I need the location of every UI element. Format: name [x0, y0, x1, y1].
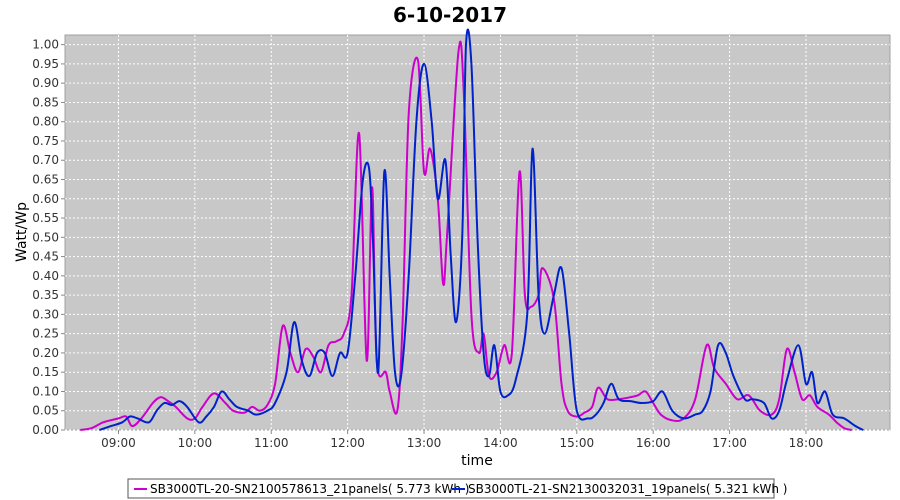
- x-axis-label: time: [461, 453, 493, 469]
- y-axis-label: Watt/Wp: [14, 202, 30, 262]
- y-tick-label: 0.15: [32, 365, 59, 379]
- y-tick-label: 0.80: [32, 115, 59, 129]
- x-tick-label: 09:00: [101, 436, 136, 450]
- y-tick-label: 0.05: [32, 404, 59, 418]
- y-tick-label: 0.40: [32, 269, 59, 283]
- x-tick-label: 14:00: [483, 436, 518, 450]
- y-tick-label: 0.75: [32, 134, 59, 148]
- y-tick-label: 0.35: [32, 288, 59, 302]
- y-tick-label: 0.70: [32, 153, 59, 167]
- y-tick-label: 0.30: [32, 307, 59, 321]
- y-tick-label: 0.45: [32, 250, 59, 264]
- y-tick-label: 0.60: [32, 192, 59, 206]
- y-tick-label: 0.95: [32, 57, 59, 71]
- x-tick-label: 16:00: [636, 436, 671, 450]
- x-tick-label: 17:00: [712, 436, 747, 450]
- x-tick-label: 15:00: [560, 436, 595, 450]
- x-axis: 09:00 10:00 11:00 12:00 13:00 14:00 15:00 16:00…: [101, 430, 823, 450]
- legend-label-series-2: SB3000TL-21-SN2130032031_19panels( 5.321…: [468, 482, 787, 496]
- legend-box: [127, 478, 775, 499]
- x-tick-label: 18:00: [789, 436, 824, 450]
- x-tick-label: 13:00: [407, 436, 442, 450]
- y-axis: 0.00 0.05 0.10 0.15 0.20 0.25 0.30 0.35 0.40 0.45…: [32, 38, 65, 437]
- y-tick-label: 0.25: [32, 327, 59, 341]
- y-tick-label: 1.00: [32, 38, 59, 52]
- y-tick-label: 0.00: [32, 423, 59, 437]
- legend: SB3000TL-20-SN2100578613_21panels( 5.773…: [127, 478, 787, 499]
- y-tick-label: 0.10: [32, 384, 59, 398]
- y-tick-label: 0.90: [32, 76, 59, 90]
- x-tick-label: 10:00: [178, 436, 213, 450]
- x-tick-label: 12:00: [330, 436, 365, 450]
- y-tick-label: 0.85: [32, 95, 59, 109]
- grid: [65, 35, 890, 431]
- y-tick-label: 0.50: [32, 230, 59, 244]
- series-layer: [80, 28, 864, 431]
- y-tick-label: 0.55: [32, 211, 59, 225]
- y-tick-label: 0.20: [32, 346, 59, 360]
- y-tick-label: 0.65: [32, 173, 59, 187]
- series-line-2: [99, 28, 864, 431]
- legend-label-series-1: SB3000TL-20-SN2100578613_21panels( 5.773…: [150, 482, 469, 496]
- x-tick-label: 11:00: [254, 436, 289, 450]
- chart-title: 6-10-2017: [393, 3, 507, 27]
